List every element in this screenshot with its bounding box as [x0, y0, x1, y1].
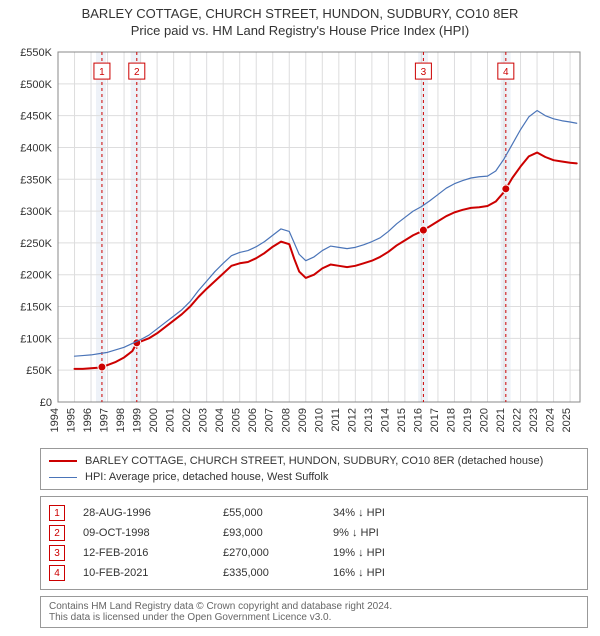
- legend-item: HPI: Average price, detached house, West…: [49, 469, 579, 485]
- event-delta: 9% ↓ HPI: [333, 527, 453, 539]
- svg-text:£450K: £450K: [20, 111, 52, 123]
- event-price: £55,000: [223, 507, 333, 519]
- svg-text:2001: 2001: [165, 408, 177, 432]
- svg-text:£50K: £50K: [26, 365, 52, 377]
- svg-text:2013: 2013: [363, 408, 375, 432]
- event-date: 10-FEB-2021: [83, 567, 223, 579]
- legend-label: HPI: Average price, detached house, West…: [85, 471, 328, 483]
- footer-line-2: This data is licensed under the Open Gov…: [49, 612, 579, 623]
- svg-text:1996: 1996: [82, 408, 94, 432]
- event-delta: 19% ↓ HPI: [333, 547, 453, 559]
- svg-text:£400K: £400K: [20, 142, 52, 154]
- svg-text:2020: 2020: [478, 408, 490, 432]
- svg-text:2021: 2021: [495, 408, 507, 432]
- svg-text:2019: 2019: [462, 408, 474, 432]
- legend: BARLEY COTTAGE, CHURCH STREET, HUNDON, S…: [40, 448, 588, 490]
- event-row: 2 09-OCT-1998£93,0009% ↓ HPI: [49, 523, 579, 543]
- svg-text:1994: 1994: [49, 408, 61, 432]
- legend-label: BARLEY COTTAGE, CHURCH STREET, HUNDON, S…: [85, 455, 543, 467]
- svg-text:2018: 2018: [445, 408, 457, 432]
- svg-text:£300K: £300K: [20, 206, 52, 218]
- svg-text:2012: 2012: [346, 408, 358, 432]
- svg-text:2000: 2000: [148, 408, 160, 432]
- chart-area: £0 £50K £100K £150K £200K £250K £300K £350K £400…: [10, 42, 590, 442]
- event-marker: 4: [49, 565, 65, 581]
- event-delta: 34% ↓ HPI: [333, 507, 453, 519]
- svg-text:£250K: £250K: [20, 238, 52, 250]
- event-marker: 1: [49, 505, 65, 521]
- svg-text:£500K: £500K: [20, 79, 52, 91]
- svg-text:£150K: £150K: [20, 302, 52, 314]
- svg-text:£550K: £550K: [20, 47, 52, 59]
- event-date: 28-AUG-1996: [83, 507, 223, 519]
- event-delta: 16% ↓ HPI: [333, 567, 453, 579]
- svg-text:1: 1: [99, 67, 105, 78]
- title-main: BARLEY COTTAGE, CHURCH STREET, HUNDON, S…: [0, 6, 600, 21]
- svg-text:2023: 2023: [528, 408, 540, 432]
- event-price: £270,000: [223, 547, 333, 559]
- svg-text:2003: 2003: [198, 408, 210, 432]
- svg-text:2: 2: [134, 67, 140, 78]
- svg-text:£0: £0: [40, 397, 52, 409]
- event-row: 4 10-FEB-2021£335,00016% ↓ HPI: [49, 563, 579, 583]
- footer: Contains HM Land Registry data © Crown c…: [40, 596, 588, 628]
- event-date: 12-FEB-2016: [83, 547, 223, 559]
- svg-text:2009: 2009: [297, 408, 309, 432]
- figure-root: BARLEY COTTAGE, CHURCH STREET, HUNDON, S…: [0, 0, 600, 628]
- svg-text:2006: 2006: [247, 408, 259, 432]
- svg-text:1999: 1999: [132, 408, 144, 432]
- svg-text:1998: 1998: [115, 408, 127, 432]
- event-price: £335,000: [223, 567, 333, 579]
- event-date: 09-OCT-1998: [83, 527, 223, 539]
- svg-text:2002: 2002: [181, 408, 193, 432]
- svg-text:£350K: £350K: [20, 174, 52, 186]
- svg-text:2008: 2008: [280, 408, 292, 432]
- event-row: 1 28-AUG-1996£55,00034% ↓ HPI: [49, 503, 579, 523]
- svg-text:2010: 2010: [313, 408, 325, 432]
- events-table: 1 28-AUG-1996£55,00034% ↓ HPI 2 09-OCT-1998…: [40, 496, 588, 590]
- title-sub: Price paid vs. HM Land Registry's House …: [0, 23, 600, 38]
- svg-text:2015: 2015: [396, 408, 408, 432]
- event-price: £93,000: [223, 527, 333, 539]
- svg-text:2011: 2011: [330, 408, 342, 432]
- svg-text:2024: 2024: [545, 408, 557, 432]
- svg-text:2004: 2004: [214, 408, 226, 432]
- event-marker: 3: [49, 545, 65, 561]
- svg-text:4: 4: [503, 67, 509, 78]
- svg-text:£200K: £200K: [20, 270, 52, 282]
- svg-text:1995: 1995: [66, 408, 78, 432]
- svg-text:3: 3: [421, 67, 427, 78]
- svg-text:2005: 2005: [231, 408, 243, 432]
- title-block: BARLEY COTTAGE, CHURCH STREET, HUNDON, S…: [0, 0, 600, 38]
- event-marker: 2: [49, 525, 65, 541]
- legend-item: BARLEY COTTAGE, CHURCH STREET, HUNDON, S…: [49, 453, 579, 469]
- svg-text:2016: 2016: [412, 408, 424, 432]
- svg-text:£100K: £100K: [20, 333, 52, 345]
- event-row: 3 12-FEB-2016£270,00019% ↓ HPI: [49, 543, 579, 563]
- legend-swatch: [49, 460, 77, 462]
- svg-text:2022: 2022: [512, 408, 524, 432]
- svg-text:1997: 1997: [99, 408, 111, 432]
- svg-text:2025: 2025: [561, 408, 573, 432]
- footer-line-1: Contains HM Land Registry data © Crown c…: [49, 601, 579, 612]
- legend-swatch: [49, 477, 77, 478]
- svg-text:2014: 2014: [379, 408, 391, 432]
- svg-text:2017: 2017: [429, 408, 441, 432]
- svg-text:2007: 2007: [264, 408, 276, 432]
- chart-svg: £0 £50K £100K £150K £200K £250K £300K £350K £400…: [10, 42, 590, 442]
